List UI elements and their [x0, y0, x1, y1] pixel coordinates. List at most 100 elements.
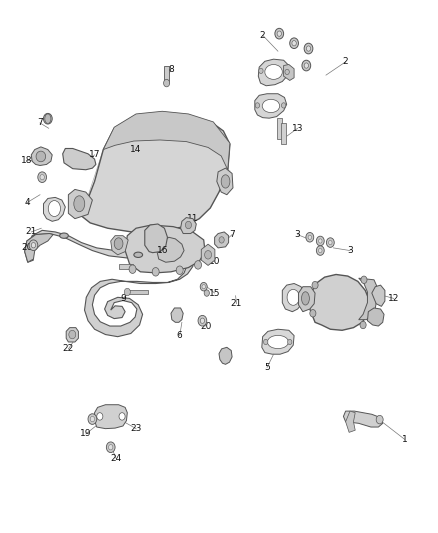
Circle shape — [310, 310, 316, 317]
Polygon shape — [125, 225, 205, 273]
Circle shape — [255, 103, 260, 108]
Text: 1: 1 — [402, 435, 407, 444]
Circle shape — [361, 276, 367, 284]
Ellipse shape — [265, 64, 283, 79]
Circle shape — [290, 38, 298, 49]
Circle shape — [185, 221, 191, 229]
Circle shape — [194, 261, 201, 269]
Ellipse shape — [48, 200, 60, 216]
Text: 2: 2 — [343, 58, 349, 66]
Circle shape — [200, 318, 205, 324]
Circle shape — [360, 321, 366, 329]
Circle shape — [97, 413, 103, 420]
Ellipse shape — [221, 175, 230, 188]
Circle shape — [326, 238, 334, 247]
Circle shape — [198, 316, 207, 326]
Bar — [164, 66, 169, 83]
Bar — [120, 264, 133, 269]
Text: 14: 14 — [131, 145, 142, 154]
Text: 3: 3 — [347, 246, 353, 255]
Polygon shape — [343, 411, 383, 427]
Circle shape — [308, 235, 311, 239]
Circle shape — [292, 41, 296, 46]
Circle shape — [205, 251, 212, 259]
Circle shape — [376, 415, 383, 424]
Text: 16: 16 — [156, 246, 168, 255]
Circle shape — [106, 442, 115, 453]
Polygon shape — [31, 147, 52, 165]
Circle shape — [163, 79, 170, 87]
Ellipse shape — [134, 252, 143, 257]
Circle shape — [318, 248, 322, 253]
Text: 17: 17 — [89, 150, 100, 159]
Polygon shape — [95, 405, 127, 429]
Bar — [277, 118, 282, 139]
Text: 20: 20 — [200, 321, 212, 330]
Circle shape — [316, 236, 324, 246]
Circle shape — [204, 290, 209, 296]
Circle shape — [38, 172, 46, 182]
Text: 6: 6 — [177, 331, 183, 340]
Polygon shape — [25, 233, 53, 262]
Text: 22: 22 — [63, 344, 74, 353]
Circle shape — [304, 63, 308, 68]
Circle shape — [152, 268, 159, 276]
Polygon shape — [81, 112, 230, 232]
Polygon shape — [367, 308, 384, 326]
Polygon shape — [103, 111, 230, 169]
Circle shape — [282, 103, 286, 108]
Polygon shape — [201, 244, 215, 265]
Polygon shape — [68, 189, 92, 219]
Circle shape — [288, 340, 292, 345]
Polygon shape — [180, 217, 196, 233]
Polygon shape — [346, 411, 355, 432]
Circle shape — [40, 174, 44, 180]
Ellipse shape — [262, 99, 280, 112]
Text: 20: 20 — [21, 244, 32, 253]
Circle shape — [304, 43, 313, 54]
Text: 13: 13 — [292, 124, 304, 133]
Circle shape — [219, 237, 224, 243]
Polygon shape — [310, 274, 370, 330]
Circle shape — [302, 60, 311, 71]
Polygon shape — [66, 328, 78, 342]
Ellipse shape — [301, 292, 309, 305]
Circle shape — [285, 69, 289, 75]
Ellipse shape — [74, 196, 85, 212]
Circle shape — [69, 330, 76, 339]
Text: 21: 21 — [25, 228, 37, 237]
Ellipse shape — [45, 114, 51, 124]
Ellipse shape — [114, 238, 123, 249]
Ellipse shape — [287, 289, 299, 305]
Polygon shape — [43, 197, 65, 221]
Polygon shape — [359, 278, 377, 320]
Circle shape — [328, 240, 332, 245]
Circle shape — [275, 28, 284, 39]
Text: 12: 12 — [388, 294, 399, 303]
Text: 2: 2 — [260, 31, 265, 40]
Text: 7: 7 — [229, 230, 235, 239]
Circle shape — [43, 114, 52, 124]
Polygon shape — [85, 233, 194, 337]
Circle shape — [264, 340, 268, 345]
Polygon shape — [215, 232, 229, 248]
Circle shape — [124, 288, 131, 296]
Circle shape — [31, 243, 35, 248]
Text: 9: 9 — [120, 294, 126, 303]
Text: 15: 15 — [209, 288, 220, 297]
Polygon shape — [63, 149, 96, 169]
Polygon shape — [219, 348, 232, 365]
Circle shape — [259, 68, 263, 74]
Polygon shape — [284, 64, 294, 80]
Circle shape — [312, 281, 318, 289]
Circle shape — [202, 285, 205, 289]
Circle shape — [90, 416, 95, 422]
Text: 5: 5 — [264, 363, 270, 372]
Text: 3: 3 — [295, 230, 300, 239]
Bar — [281, 123, 286, 144]
Circle shape — [109, 445, 113, 450]
Ellipse shape — [36, 151, 46, 162]
Text: 21: 21 — [231, 299, 242, 308]
Circle shape — [29, 240, 38, 251]
Text: 24: 24 — [111, 455, 122, 463]
